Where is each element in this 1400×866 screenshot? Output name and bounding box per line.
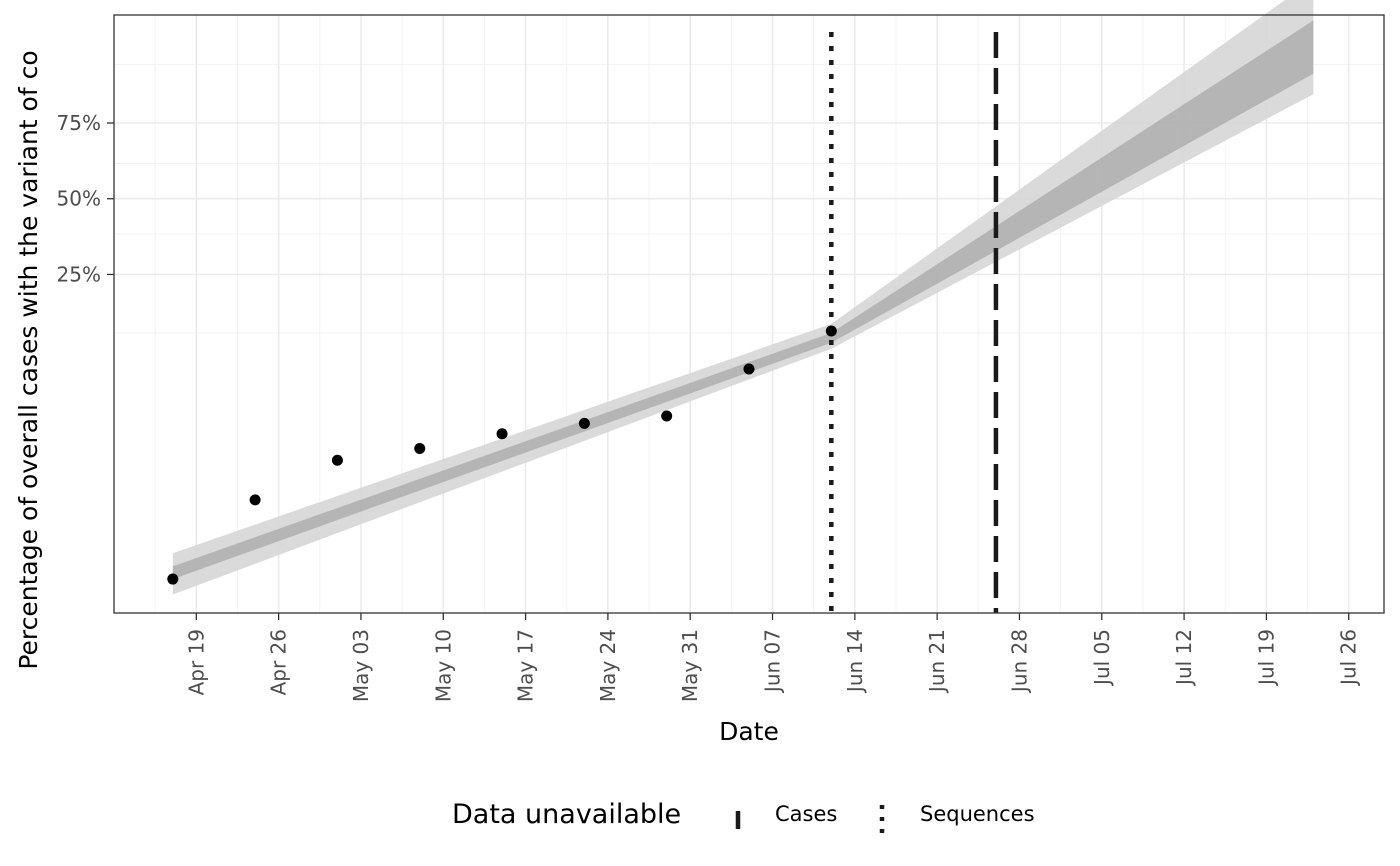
x-tick-label: May 10 bbox=[431, 629, 455, 702]
x-tick-label: Jul 05 bbox=[1090, 629, 1114, 687]
data-point bbox=[414, 442, 426, 454]
data-point bbox=[331, 454, 343, 466]
x-axis-ticks: Apr 19 Apr 26 May 03 May 10 May 17 May 24 May … bbox=[184, 613, 1361, 702]
data-point bbox=[743, 363, 755, 375]
x-tick-label: Jun 07 bbox=[761, 629, 785, 694]
x-tick-label: Jul 12 bbox=[1172, 629, 1196, 687]
legend-label-cases: Cases bbox=[775, 802, 837, 826]
x-tick-label: May 17 bbox=[514, 629, 538, 702]
y-tick-label: 25% bbox=[57, 262, 101, 286]
data-point bbox=[496, 428, 508, 440]
x-tick-label: Apr 26 bbox=[267, 629, 291, 695]
unavailable-lines bbox=[829, 32, 999, 613]
data-point bbox=[578, 417, 590, 429]
legend: Data unavailable Cases Sequences bbox=[452, 799, 1035, 838]
data-point bbox=[661, 410, 673, 422]
x-tick-label: Apr 19 bbox=[184, 629, 208, 695]
x-tick-label: May 24 bbox=[596, 629, 620, 702]
y-axis-ticks: 25% 50% 75% bbox=[57, 111, 114, 286]
x-tick-label: May 03 bbox=[349, 629, 373, 702]
data-point bbox=[249, 494, 261, 506]
x-axis-title: Date bbox=[719, 717, 779, 746]
x-tick-label: Jul 26 bbox=[1337, 629, 1361, 687]
legend-title: Data unavailable bbox=[452, 799, 681, 830]
y-tick-label: 50% bbox=[57, 187, 101, 211]
data-point bbox=[167, 573, 179, 585]
y-tick-label: 75% bbox=[57, 111, 101, 135]
x-tick-label: May 31 bbox=[678, 629, 702, 702]
x-tick-label: Jun 21 bbox=[925, 629, 949, 694]
x-tick-label: Jun 14 bbox=[843, 629, 867, 694]
legend-label-sequences: Sequences bbox=[920, 802, 1035, 826]
x-tick-label: Jul 19 bbox=[1254, 629, 1278, 687]
panel-border bbox=[113, 14, 1385, 614]
y-axis-title: Percentage of overall cases with the var… bbox=[14, 50, 43, 669]
data-point bbox=[825, 325, 837, 337]
data-points bbox=[167, 325, 837, 585]
x-tick-label: Jun 28 bbox=[1007, 629, 1031, 694]
ribbons bbox=[172, 0, 1314, 595]
